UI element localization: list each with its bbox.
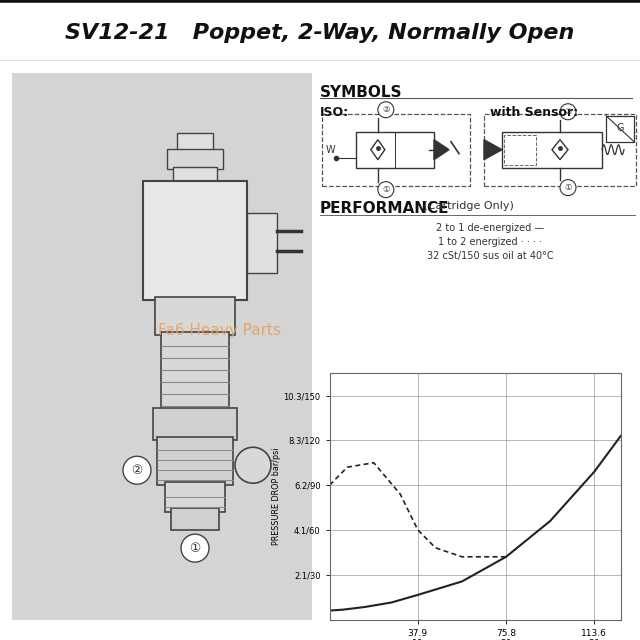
Text: 32 cSt/150 sus oil at 40°C: 32 cSt/150 sus oil at 40°C xyxy=(427,250,554,260)
Circle shape xyxy=(378,102,394,118)
Text: 2 to 1 de-energized —: 2 to 1 de-energized — xyxy=(436,223,544,232)
Text: ISO:: ISO: xyxy=(320,106,349,119)
Bar xyxy=(502,132,602,168)
Text: ①: ① xyxy=(189,541,200,555)
Bar xyxy=(484,114,636,186)
Text: ①: ① xyxy=(564,183,572,192)
Bar xyxy=(165,482,225,512)
Bar xyxy=(171,508,219,530)
Bar xyxy=(322,114,470,186)
Text: SV12-21   Poppet, 2-Way, Normally Open: SV12-21 Poppet, 2-Way, Normally Open xyxy=(65,23,575,43)
Bar xyxy=(157,437,233,485)
Bar xyxy=(504,134,536,164)
Text: Fa6 Heavy Parts: Fa6 Heavy Parts xyxy=(159,323,282,338)
Circle shape xyxy=(560,180,576,196)
Polygon shape xyxy=(484,140,502,159)
Bar xyxy=(177,132,213,150)
Text: ②: ② xyxy=(131,464,143,477)
Bar xyxy=(356,132,434,168)
Text: W: W xyxy=(326,145,335,155)
Bar xyxy=(12,73,312,620)
Circle shape xyxy=(378,182,394,198)
Text: ②: ② xyxy=(382,105,390,114)
Bar xyxy=(143,180,247,300)
Text: SYMBOLS: SYMBOLS xyxy=(320,84,403,100)
Y-axis label: PRESSURE DROP bar/psi: PRESSURE DROP bar/psi xyxy=(271,447,281,545)
Text: with Sensor:: with Sensor: xyxy=(490,106,578,119)
Polygon shape xyxy=(434,140,449,159)
Bar xyxy=(153,408,237,440)
Circle shape xyxy=(560,104,576,120)
Circle shape xyxy=(123,456,151,484)
Text: G: G xyxy=(616,123,624,132)
Bar xyxy=(161,332,229,410)
Bar xyxy=(606,116,634,141)
Bar xyxy=(155,298,235,335)
Bar xyxy=(247,212,277,273)
Text: PERFORMANCE: PERFORMANCE xyxy=(320,200,449,216)
Text: ②: ② xyxy=(564,108,572,116)
Text: (Cartridge Only): (Cartridge Only) xyxy=(420,200,514,211)
Circle shape xyxy=(181,534,209,562)
Bar xyxy=(167,148,223,169)
Bar xyxy=(173,166,217,182)
Circle shape xyxy=(235,447,271,483)
Text: 1 to 2 energized · · · ·: 1 to 2 energized · · · · xyxy=(438,237,542,246)
Text: ①: ① xyxy=(382,185,390,194)
